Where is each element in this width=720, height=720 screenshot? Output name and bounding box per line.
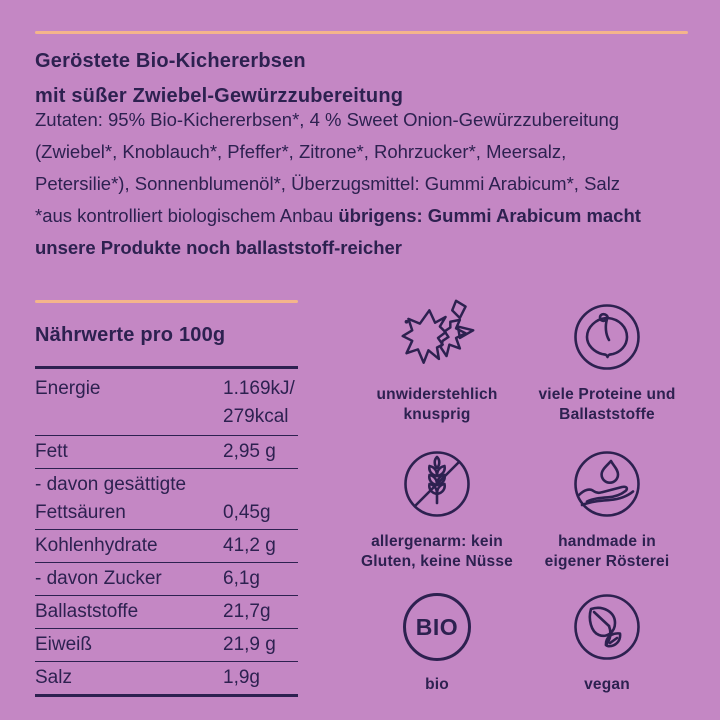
feature-allergen: allergenarm: kein Gluten, keine Nüsse xyxy=(352,442,522,585)
feature-handmade: handmade in eigener Rösterei xyxy=(522,442,692,585)
nutrition-accent-line xyxy=(35,300,298,303)
nutrient-value: 21,9 g xyxy=(223,634,276,655)
bio-circle-icon: BIO xyxy=(403,585,471,669)
nutrient-value: 6,1g xyxy=(223,568,260,589)
feature-caption: allergenarm: kein Gluten, keine Nüsse xyxy=(361,533,513,570)
nutrition-row-eiweiss: Eiweiß 21,9 g xyxy=(35,629,298,662)
ingredients-line: (Zwiebel*, Knoblauch*, Pfeffer*, Zitrone… xyxy=(35,141,567,162)
nutrient-label: Ballaststoffe xyxy=(35,601,139,622)
chickpea-circle-icon xyxy=(572,295,642,379)
nutrient-label: - davon Zucker xyxy=(35,568,162,589)
handmade-icon xyxy=(572,442,642,526)
feature-bio: BIO bio xyxy=(352,585,522,705)
nutrient-value: 41,2 g xyxy=(223,535,276,556)
nutrient-label: Energie xyxy=(35,378,101,399)
gluten-free-icon xyxy=(402,442,472,526)
crunch-burst-icon xyxy=(397,295,477,379)
product-title-line2: mit süßer Zwiebel-Gewürzzubereitung xyxy=(35,85,404,107)
nutrient-label: - davon gesättigte Fettsäuren xyxy=(35,474,187,523)
feature-crunchy: unwiderstehlich knusprig xyxy=(352,295,522,442)
nutrition-heading: Nährwerte pro 100g xyxy=(35,324,226,346)
feature-badges: unwiderstehlich knusprig viele Proteine … xyxy=(352,295,692,705)
nutrition-row-salz: Salz 1,9g xyxy=(35,662,298,694)
nutrient-value: 0,45g xyxy=(223,502,271,523)
ingredients-text: Zutaten: 95% Bio-Kichererbsen*, 4 % Swee… xyxy=(35,104,705,264)
feature-vegan: vegan xyxy=(522,585,692,705)
ingredients-note-bold: übrigens: Gummi Arabicum macht xyxy=(338,205,641,226)
ingredients-line: *aus kontrolliert biologischem Anbau xyxy=(35,205,339,226)
ingredients-line: Petersilie*), Sonnenblumenöl*, Überzugsm… xyxy=(35,173,621,194)
product-title-line1: Geröstete Bio-Kichererbsen xyxy=(35,50,306,72)
feature-caption: vegan xyxy=(584,676,630,693)
feature-protein: viele Proteine und Ballaststoffe xyxy=(522,295,692,442)
nutrition-row-energie: Energie 1.169kJ/ 279kcal xyxy=(35,369,298,436)
nutrition-row-kohlenhydrate: Kohlenhydrate 41,2 g xyxy=(35,530,298,563)
nutrient-label: Eiweiß xyxy=(35,634,93,655)
feature-caption: unwiderstehlich knusprig xyxy=(376,386,498,423)
nutrient-label: Salz xyxy=(35,667,72,688)
nutrient-value: 1.169kJ/ 279kcal xyxy=(223,378,295,427)
feature-caption: bio xyxy=(425,676,449,693)
nutrition-row-gesaettigte: - davon gesättigte Fettsäuren 0,45g xyxy=(35,469,298,530)
bio-circle: BIO xyxy=(403,593,471,661)
nutrient-label: Fett xyxy=(35,441,68,462)
product-title: Geröstete Bio-Kichererbsen mit süßer Zwi… xyxy=(35,44,403,114)
nutrition-table: Energie 1.169kJ/ 279kcal Fett 2,95 g - d… xyxy=(35,366,298,697)
top-accent-line xyxy=(35,31,688,34)
nutrition-row-fett: Fett 2,95 g xyxy=(35,436,298,469)
nutrient-value: 1,9g xyxy=(223,667,260,688)
ingredients-line: Zutaten: 95% Bio-Kichererbsen*, 4 % Swee… xyxy=(35,109,620,130)
feature-caption: viele Proteine und Ballaststoffe xyxy=(538,386,676,423)
feature-caption: handmade in eigener Rösterei xyxy=(544,533,670,570)
nutrition-row-ballaststoffe: Ballaststoffe 21,7g xyxy=(35,596,298,629)
nutrient-value: 21,7g xyxy=(223,601,271,622)
nutrition-row-zucker: - davon Zucker 6,1g xyxy=(35,563,298,596)
nutrient-label: Kohlenhydrate xyxy=(35,535,158,556)
ingredients-note-bold: unsere Produkte noch ballaststoff-reiche… xyxy=(35,237,403,258)
bio-circle-text: BIO xyxy=(415,613,459,640)
vegan-leaf-icon xyxy=(572,585,642,669)
nutrient-value: 2,95 g xyxy=(223,441,276,462)
